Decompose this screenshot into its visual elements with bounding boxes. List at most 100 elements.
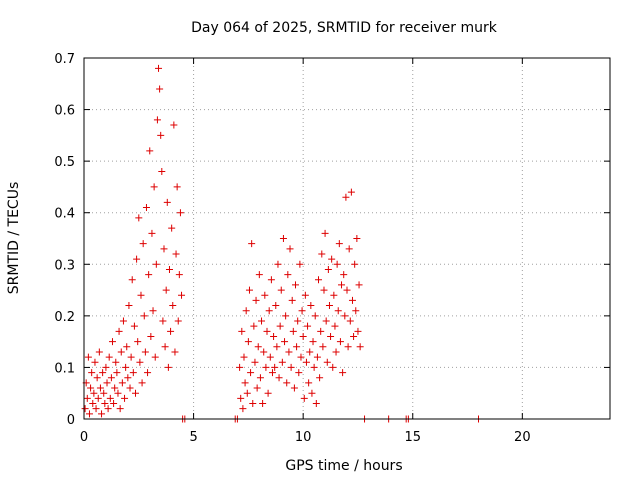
data-point [265,307,273,315]
data-point [355,281,363,289]
data-point [159,317,167,325]
y-tick-label: 0.2 [54,310,75,325]
data-point [261,291,269,299]
data-point [254,343,262,351]
data-point [309,338,317,346]
data-point [136,358,144,366]
axis-ticks: 0 0.1 0.2 0.3 0.4 0.5 0.6 0.7 0 5 10 15 20 [54,52,610,445]
data-point [113,369,121,377]
data-point [117,348,125,356]
data-point [304,322,312,330]
data-point [140,312,148,320]
y-tick-label: 0.6 [54,104,75,119]
data-point [100,389,108,397]
data-point [327,332,335,340]
data-point [170,121,178,129]
data-point [338,281,346,289]
data-point [255,271,263,279]
data-point [306,348,314,356]
data-point [272,302,280,310]
data-point [281,338,289,346]
data-point [156,85,164,93]
data-point [106,394,114,402]
data-point [168,224,176,232]
data-point [268,369,276,377]
data-point [352,307,360,315]
data-point [240,353,248,361]
data-point [301,291,309,299]
data-point [278,358,286,366]
data-point [312,400,320,408]
data-point [259,400,267,408]
data-point [276,322,284,330]
data-point [252,296,260,304]
data-point [244,338,252,346]
data-point [323,358,331,366]
x-tick-label: 5 [189,430,197,445]
data-point [132,389,140,397]
data-point [282,312,290,320]
data-point [315,276,323,284]
data-point [260,348,268,356]
data-point [310,363,318,371]
chart-title: Day 064 of 2025, SRMTID for receiver mur… [191,20,498,36]
data-point [102,363,110,371]
data-point [175,271,183,279]
y-tick-label: 0.1 [54,361,75,376]
data-point [329,363,337,371]
data-point [266,353,274,361]
data-point [94,394,102,402]
data-point [89,400,97,408]
data-point [93,374,101,382]
data-point [119,317,127,325]
data-point [346,317,354,325]
data-point [328,255,336,263]
y-axis-label: SRMTID / TECUs [6,182,22,295]
data-point [285,348,293,356]
data-point [174,317,182,325]
data-point [153,116,161,124]
x-tick-label: 15 [404,430,421,445]
y-tick-label: 0.5 [54,155,75,170]
x-tick-label: 20 [514,430,531,445]
data-point [348,296,356,304]
data-point [287,363,295,371]
data-point [284,271,292,279]
data-point [256,374,264,382]
plot-frame [83,57,611,420]
data-point [128,276,136,284]
data-point [138,379,146,387]
data-point [273,343,281,351]
data-point [238,327,246,335]
data-point [275,374,283,382]
data-point [147,332,155,340]
data-point [142,204,150,212]
x-tick-label: 10 [295,430,312,445]
data-point [249,400,257,408]
data-point [239,405,247,413]
data-point [121,394,129,402]
data-point [90,389,98,397]
data-point [139,240,147,248]
data-point [322,317,330,325]
data-points [81,64,482,423]
data-point [241,379,249,387]
data-point [250,322,258,330]
data-point [122,363,130,371]
data-point [293,343,301,351]
data-point [289,327,297,335]
data-point [81,405,89,413]
data-point [155,64,163,72]
data-point [129,369,137,377]
data-point [126,384,134,392]
data-point [331,322,339,330]
data-point [161,343,169,351]
data-point [277,286,285,294]
data-point [237,394,245,402]
data-point [311,312,319,320]
data-point [332,348,340,356]
data-point [302,358,310,366]
data-point [320,286,328,294]
data-point [84,353,92,361]
data-point [339,369,347,377]
